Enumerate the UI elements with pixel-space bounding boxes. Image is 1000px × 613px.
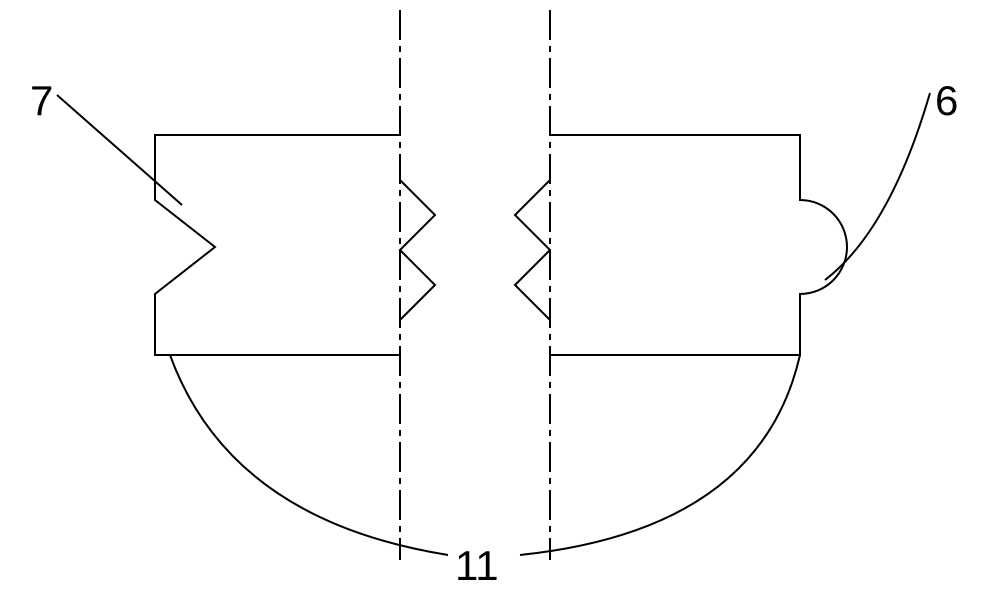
callout-label-11: 11: [455, 542, 499, 589]
callout-label-6: 6: [935, 77, 958, 124]
callout-label-7: 7: [30, 77, 53, 124]
diagram-container: 7 6 11: [0, 0, 1000, 613]
technical-diagram-svg: 7 6 11: [0, 0, 1000, 613]
diagram-background: [0, 0, 1000, 613]
